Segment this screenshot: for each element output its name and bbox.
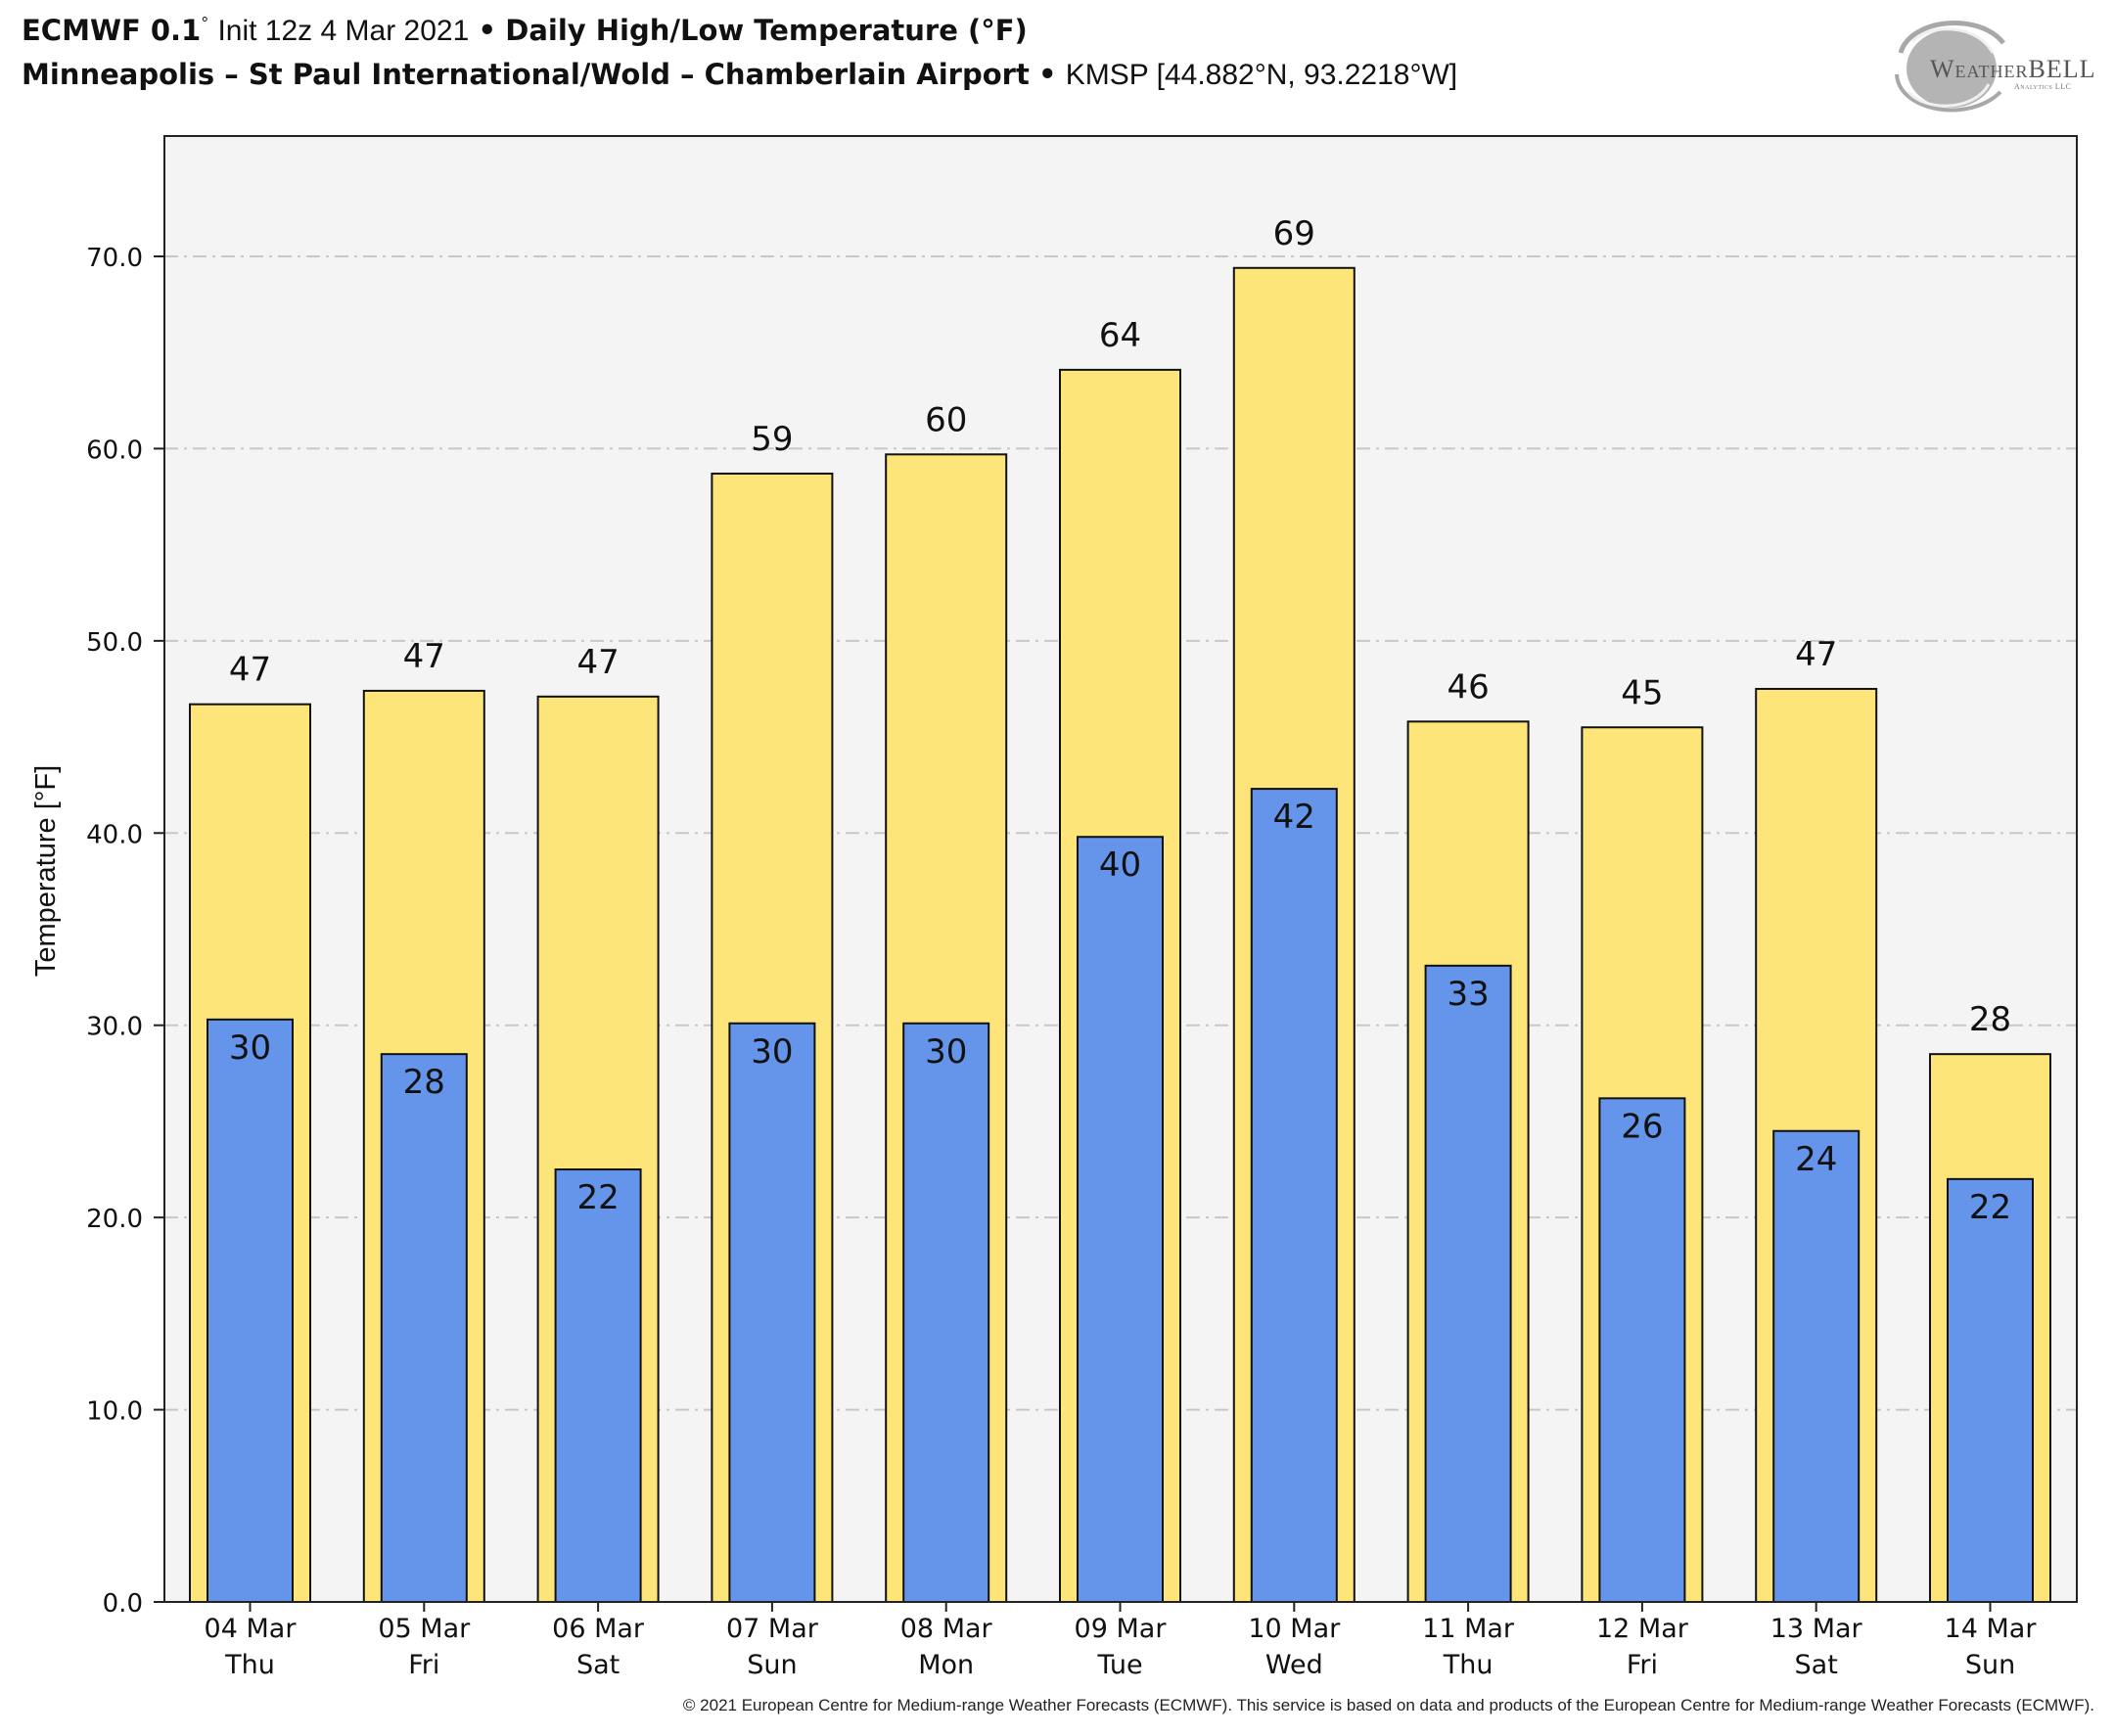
separator: •	[1038, 58, 1057, 91]
x-tick-label-weekday: Sat	[576, 1650, 620, 1680]
x-tick-label-weekday: Tue	[1096, 1650, 1142, 1680]
low-value-label: 33	[1447, 975, 1489, 1014]
low-bar	[1077, 836, 1164, 1603]
y-axis-label: Temperature [°F]	[30, 765, 62, 977]
y-tick-label: 0.0	[103, 1589, 143, 1619]
y-tick-label: 50.0	[86, 628, 143, 658]
product-title: Daily High/Low Temperature (°F)	[505, 14, 1028, 47]
x-tick-label-weekday: Sun	[1965, 1650, 2015, 1680]
swirl-logo-icon	[1895, 21, 2005, 113]
y-tick-label: 60.0	[86, 435, 143, 465]
y-tick-label: 10.0	[86, 1397, 143, 1427]
high-value-label: 60	[925, 400, 967, 439]
high-value-label: 47	[403, 637, 445, 676]
high-value-label: 47	[576, 643, 619, 682]
x-tick-label-weekday: Sun	[747, 1650, 797, 1680]
x-tick-label-date: 13 Mar	[1770, 1614, 1863, 1644]
low-value-label: 40	[1099, 845, 1141, 885]
x-axis: 04 Mar Thu 05 Mar Fri 06 Mar Sat 07 Mar Sun 08 M…	[205, 1602, 2038, 1680]
low-value-label: 30	[925, 1032, 967, 1072]
low-bar	[1424, 964, 1512, 1603]
low-bar	[1947, 1177, 2034, 1604]
x-tick-label-date: 08 Mar	[900, 1614, 993, 1644]
low-value-label: 26	[1621, 1107, 1663, 1146]
x-tick-label-weekday: Thu	[1443, 1650, 1494, 1680]
x-tick-label-weekday: Fri	[408, 1650, 439, 1680]
high-value-label: 28	[1969, 1000, 2011, 1039]
high-value-label: 47	[229, 651, 271, 690]
x-tick-label-date: 05 Mar	[378, 1614, 471, 1644]
low-value-label: 22	[576, 1178, 619, 1217]
low-bar	[1250, 788, 1338, 1603]
y-axis: 0.0 10.0 20.0 30.0 40.0 50.0 60.0 70.0	[86, 244, 164, 1619]
low-bar	[1772, 1129, 1861, 1603]
low-bar	[902, 1022, 990, 1603]
station-code-coords: KMSP [44.882°N, 93.2218°W]	[1065, 59, 1458, 91]
low-bar	[380, 1053, 468, 1603]
high-value-label: 59	[751, 420, 793, 459]
degree-mark: °	[201, 14, 209, 32]
x-tick-label-weekday: Fri	[1627, 1650, 1658, 1680]
low-bars	[207, 788, 2034, 1604]
high-value-label: 47	[1795, 635, 1837, 674]
high-value-label: 45	[1621, 673, 1663, 712]
x-tick-label-date: 11 Mar	[1422, 1614, 1515, 1644]
low-bar	[728, 1022, 816, 1603]
low-value-label: 30	[751, 1032, 793, 1072]
x-tick-label-date: 12 Mar	[1596, 1614, 1689, 1644]
separator: •	[478, 14, 497, 47]
weatherbell-logo: WeatherBELL Analytics LLC	[1891, 14, 2111, 121]
low-value-label: 28	[403, 1063, 445, 1102]
y-tick-label: 20.0	[86, 1205, 143, 1234]
chart-title-line-2: Minneapolis – St Paul International/Wold…	[22, 58, 1457, 92]
low-bar	[554, 1168, 642, 1604]
x-tick-label-date: 14 Mar	[1945, 1614, 2038, 1644]
low-value-label: 30	[229, 1028, 271, 1068]
logo-subtitle: Analytics LLC	[2014, 82, 2072, 91]
init-time: Init 12z 4 Mar 2021	[217, 15, 470, 47]
low-bar	[207, 1018, 294, 1603]
y-tick-label: 40.0	[86, 820, 143, 849]
station-name: Minneapolis – St Paul International/Wold…	[22, 58, 1030, 91]
copyright-footer: © 2021 European Centre for Medium-range …	[682, 1696, 2094, 1714]
chart-title-line-1: ECMWF 0.1° Init 12z 4 Mar 2021 • Daily H…	[22, 14, 1028, 48]
x-tick-label-date: 09 Mar	[1075, 1614, 1168, 1644]
x-tick-label-date: 10 Mar	[1248, 1614, 1341, 1644]
x-tick-label-date: 04 Mar	[205, 1614, 298, 1644]
logo-text: WeatherBELL	[1930, 55, 2096, 83]
y-tick-label: 70.0	[86, 244, 143, 273]
x-tick-label-weekday: Wed	[1265, 1650, 1323, 1680]
model-name: ECMWF 0.1	[22, 14, 202, 47]
x-tick-label-weekday: Sat	[1795, 1650, 1838, 1680]
low-value-label: 22	[1969, 1188, 2011, 1227]
low-bar	[1598, 1097, 1686, 1604]
low-value-label: 24	[1795, 1140, 1837, 1179]
high-value-label: 69	[1273, 214, 1315, 253]
low-value-label: 42	[1273, 798, 1315, 837]
data-labels: 47 30 47 28 47 22 59 30 60 30 64 40 69 42 46 33 45 26 47 24…	[229, 214, 2011, 1227]
high-value-label: 46	[1447, 667, 1489, 707]
y-tick-label: 30.0	[86, 1013, 143, 1042]
x-tick-label-date: 07 Mar	[726, 1614, 819, 1644]
x-tick-label-date: 06 Mar	[552, 1614, 645, 1644]
high-value-label: 64	[1099, 316, 1141, 355]
x-tick-label-weekday: Mon	[918, 1650, 974, 1680]
x-tick-label-weekday: Thu	[224, 1650, 275, 1680]
